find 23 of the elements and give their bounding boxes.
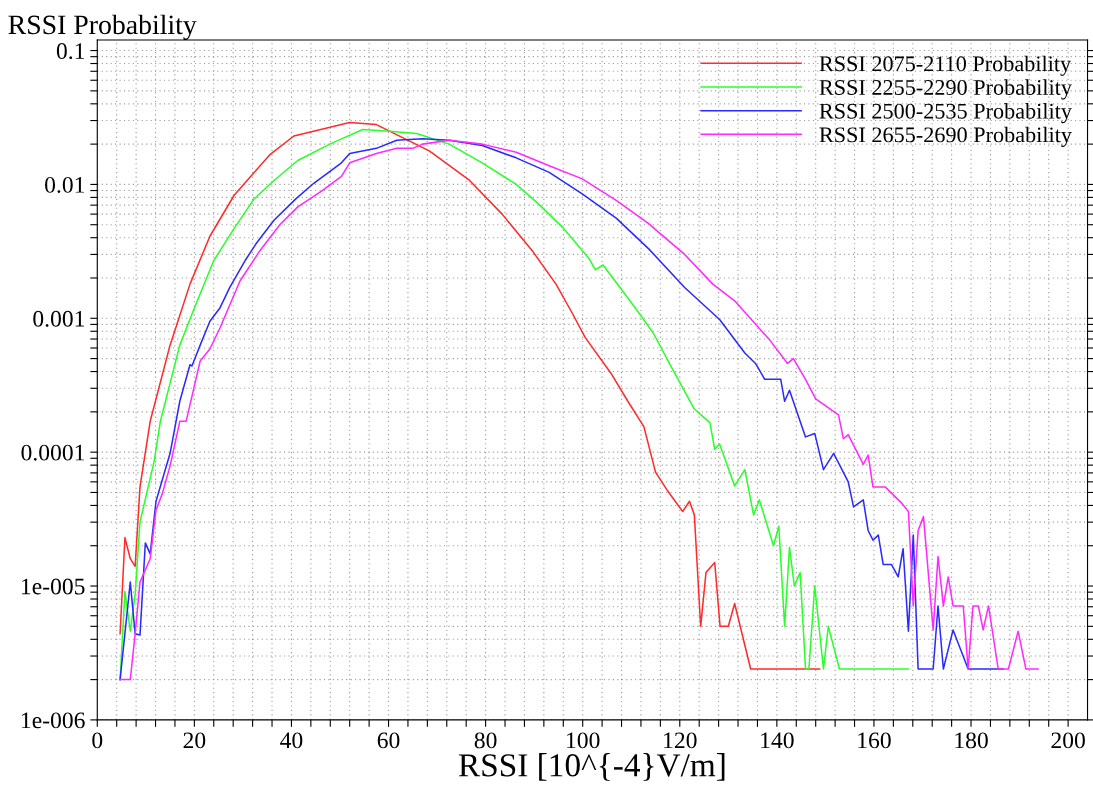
legend-label: RSSI 2075-2110 Probability bbox=[819, 55, 1072, 76]
x-tick-label: 40 bbox=[280, 732, 303, 749]
legend-label: RSSI 2500-2535 Probability bbox=[819, 103, 1072, 124]
y-tick-label: 0.01 bbox=[45, 176, 85, 193]
x-tick-label: 140 bbox=[761, 732, 794, 749]
x-axis-title: RSSI [10^{-4}V/m] bbox=[458, 753, 725, 781]
x-tick-label: 80 bbox=[474, 732, 497, 749]
x-tick-label: 120 bbox=[664, 732, 697, 749]
y-tick-label: 1e-006 bbox=[21, 712, 85, 729]
legend-label: RSSI 2655-2690 Probability bbox=[819, 126, 1072, 147]
y-tick-label: 1e-005 bbox=[21, 578, 85, 595]
y-tick-label: 0.1 bbox=[56, 43, 85, 60]
x-tick-label: 0 bbox=[92, 732, 103, 749]
x-tick-label: 200 bbox=[1051, 732, 1085, 749]
legend-label: RSSI 2255-2290 Probability bbox=[819, 79, 1072, 100]
x-tick-label: 180 bbox=[955, 732, 988, 749]
x-tick-label: 20 bbox=[183, 732, 206, 749]
x-tick-label: 100 bbox=[567, 732, 600, 749]
x-tick-label: 60 bbox=[377, 732, 400, 749]
y-axis-title: RSSI Probability bbox=[8, 14, 197, 40]
x-tick-label: 160 bbox=[858, 732, 891, 749]
y-tick-label: 0.001 bbox=[33, 310, 85, 327]
y-tick-label: 0.0001 bbox=[21, 444, 85, 461]
